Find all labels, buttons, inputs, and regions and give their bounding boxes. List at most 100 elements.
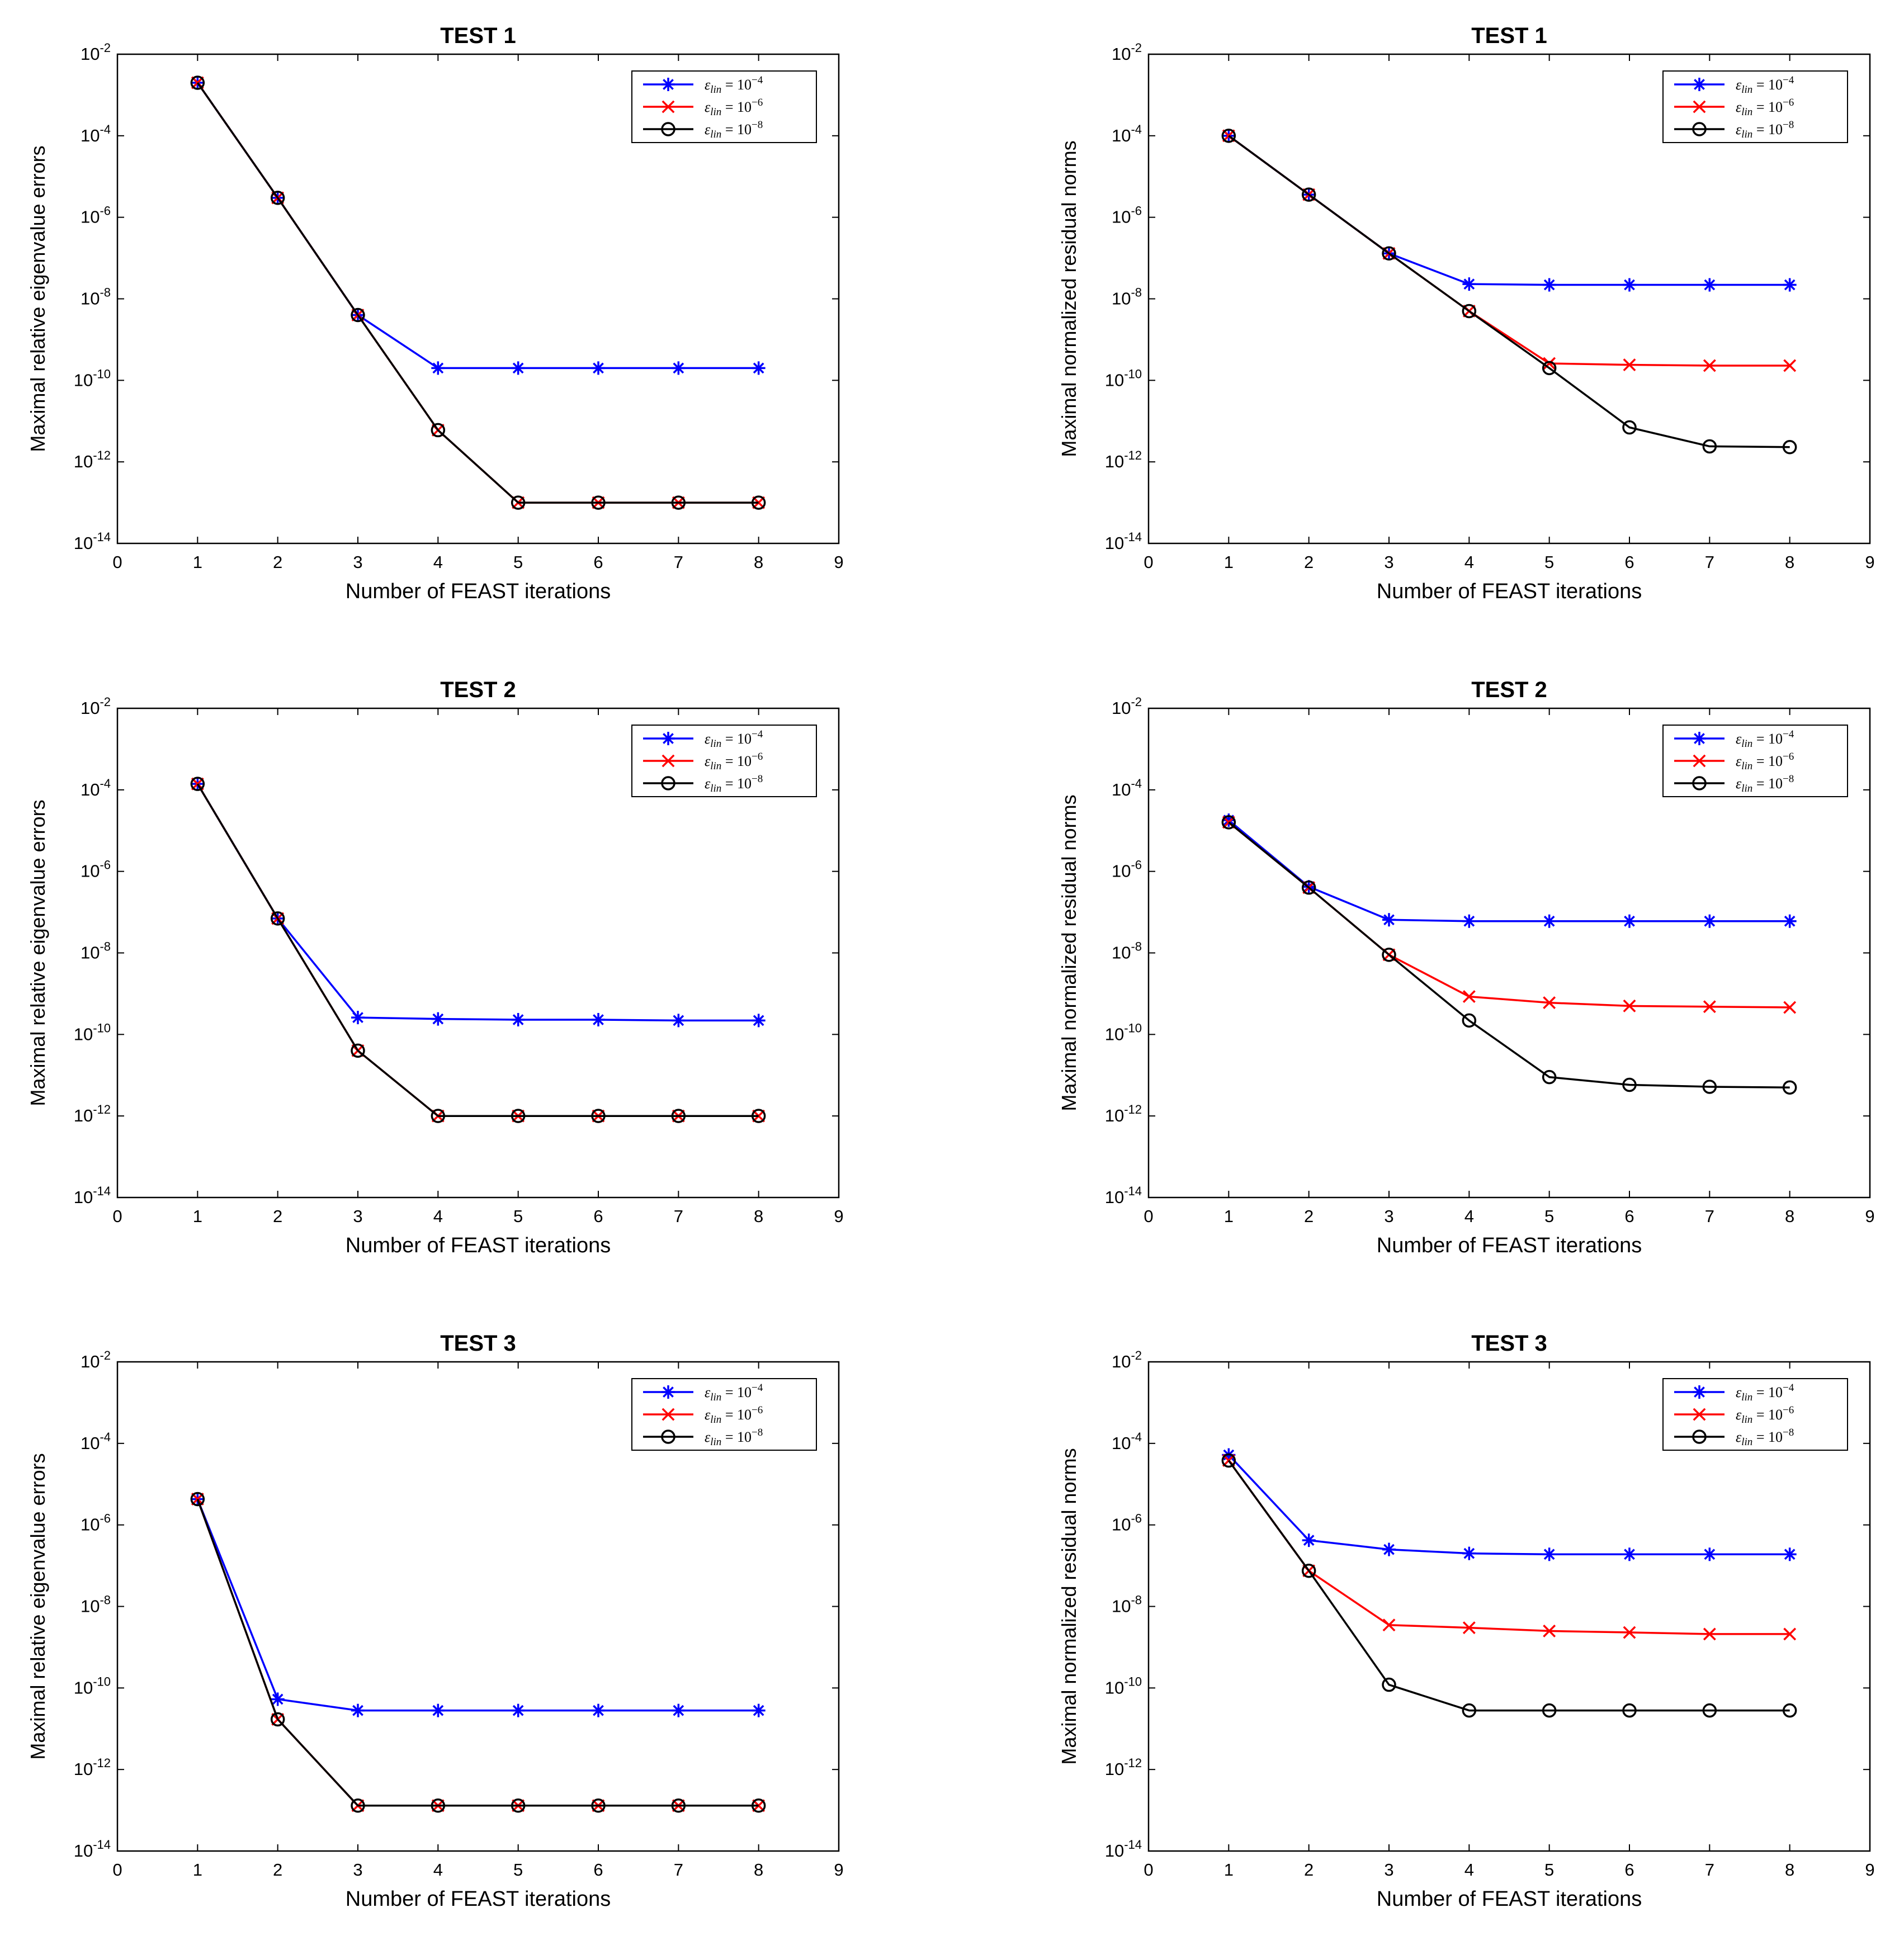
legend-label: εlin = 10−4: [1736, 74, 1794, 96]
data-point: [351, 1703, 365, 1717]
x-tick-label: 8: [1785, 552, 1794, 572]
data-point: [1382, 913, 1396, 927]
data-point-d2: [512, 362, 524, 374]
data-point: [1623, 278, 1636, 292]
legend-marker: [662, 78, 675, 91]
legend-marker: [1692, 1429, 1707, 1444]
x-tick-label: 9: [1865, 552, 1874, 572]
data-point: [1783, 1547, 1797, 1561]
data-point: [591, 1109, 606, 1123]
data-point: [1782, 1703, 1797, 1718]
data-point-d2: [1783, 1001, 1797, 1014]
data-point-d2: [432, 362, 444, 374]
data-point: [1301, 187, 1316, 202]
y-tick-label: 10-12: [1105, 1102, 1142, 1125]
x-tick-label: 0: [1144, 1206, 1153, 1226]
y-axis-label: Maximal relative eigenvalue errors: [26, 799, 49, 1106]
legend-marker: [661, 1429, 675, 1444]
data-point: [1623, 999, 1636, 1012]
series-line: [1227, 1460, 1790, 1635]
legend-marker: [1693, 100, 1706, 113]
series-line: [1228, 135, 1790, 448]
data-point-d2: [753, 1015, 764, 1026]
data-point: [431, 1798, 446, 1813]
data-point: [1382, 246, 1396, 261]
data-point: [751, 1109, 766, 1123]
series-3: [1221, 1453, 1797, 1718]
x-tick-label: 1: [1224, 552, 1234, 572]
x-axis-label: Number of FEAST iterations: [1377, 580, 1642, 603]
data-point-d2: [1624, 915, 1635, 927]
data-point-d2: [593, 1014, 604, 1025]
data-point: [511, 495, 526, 510]
data-point-d2: [1462, 1621, 1476, 1635]
x-axis-label: Number of FEAST iterations: [1377, 1887, 1642, 1911]
data-point-d2: [673, 362, 684, 374]
legend-marker: [662, 732, 675, 745]
x-tick-label: 2: [273, 1860, 282, 1880]
x-tick-label: 3: [1384, 1860, 1393, 1880]
data-point: [511, 1798, 526, 1813]
legend-label: εlin = 10−8: [1736, 1427, 1794, 1448]
y-tick-label: 10-12: [1105, 448, 1142, 471]
data-point-d2: [1624, 279, 1635, 291]
x-tick-label: 7: [674, 552, 683, 572]
y-tick-label: 10-10: [1105, 1021, 1142, 1044]
data-point: [1703, 1627, 1716, 1641]
y-tick-label: 10-10: [1105, 367, 1142, 390]
data-point: [270, 1712, 285, 1727]
data-point: [752, 361, 766, 375]
series-1: [191, 777, 766, 1028]
data-point: [431, 423, 446, 438]
y-tick-label: 10-14: [1105, 1184, 1142, 1207]
x-tick-label: 5: [1544, 552, 1554, 572]
data-point: [1703, 1000, 1716, 1014]
y-tick-label: 10-12: [74, 448, 111, 471]
legend-label: εlin = 10−6: [705, 751, 763, 772]
legend-marker: [662, 1408, 675, 1421]
data-point: [1703, 359, 1716, 372]
x-tick-label: 7: [1705, 1206, 1714, 1226]
x-tick-label: 3: [1384, 552, 1393, 572]
data-point: [1622, 420, 1637, 435]
data-point-d2: [1704, 915, 1716, 927]
x-tick-label: 8: [1785, 1206, 1794, 1226]
x-tick-label: 1: [193, 552, 202, 572]
data-point-d2: [1462, 990, 1476, 1003]
data-point: [1462, 914, 1476, 928]
series-3: [190, 75, 766, 510]
data-point-d2: [432, 1013, 444, 1025]
legend-label: εlin = 10−6: [1736, 751, 1794, 772]
data-point: [1301, 880, 1316, 895]
x-tick-label: 5: [1544, 1860, 1554, 1880]
y-tick-label: 10-12: [74, 1102, 111, 1125]
y-tick-label: 10-8: [81, 1593, 111, 1616]
x-tick-label: 6: [1624, 1860, 1634, 1880]
data-point: [1542, 278, 1556, 292]
data-point: [431, 1012, 445, 1026]
legend-label: εlin = 10−8: [1736, 773, 1794, 794]
x-tick-label: 0: [1144, 552, 1153, 572]
series-3: [190, 1492, 766, 1813]
data-point: [1382, 948, 1396, 962]
series-line: [196, 783, 759, 1022]
chart-4: 0 1 2 3 4 5 6 7 8 9 10-14 10-12 10-10 10-8 10-6 10-4 10-…: [1057, 678, 1875, 1257]
data-point: [1702, 1703, 1717, 1718]
y-tick-label: 10-4: [1112, 122, 1142, 145]
chart-title: TEST 1: [1471, 23, 1547, 48]
legend-marker: [1693, 1385, 1706, 1399]
data-point-d2: [1624, 1549, 1635, 1560]
data-point-d2: [1703, 1000, 1716, 1014]
x-tick-label: 4: [433, 1206, 443, 1226]
y-tick-label: 10-2: [81, 1348, 111, 1371]
data-point: [351, 1798, 365, 1813]
x-tick-label: 6: [1624, 1206, 1634, 1226]
data-point: [1702, 439, 1717, 454]
series-line: [1228, 819, 1790, 922]
legend-marker-d2: [663, 733, 674, 744]
legend-label: εlin = 10−8: [705, 773, 763, 794]
y-tick-label: 10-10: [74, 367, 111, 390]
x-tick-label: 4: [433, 552, 443, 572]
y-axis-label: Maximal normalized residual norms: [1057, 140, 1080, 457]
